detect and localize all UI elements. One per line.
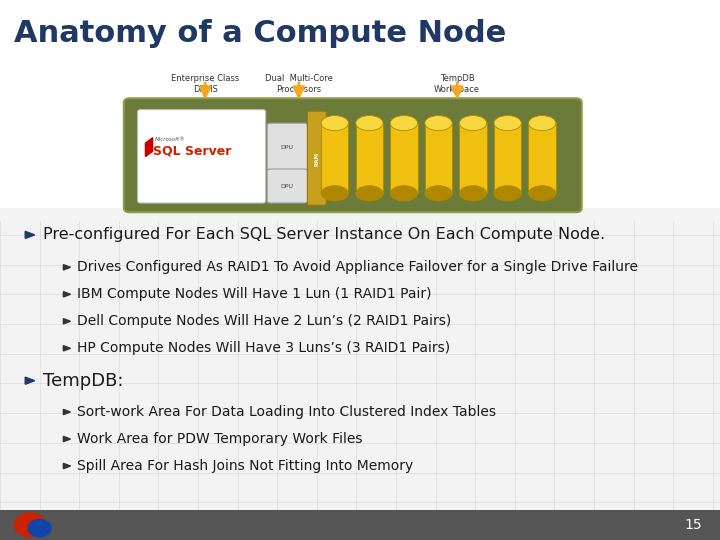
Text: Dell Compute Nodes Will Have 2 Lun’s (2 RAID1 Pairs): Dell Compute Nodes Will Have 2 Lun’s (2 … xyxy=(77,314,451,328)
Circle shape xyxy=(28,519,51,537)
Ellipse shape xyxy=(321,116,348,131)
Circle shape xyxy=(14,513,46,537)
Ellipse shape xyxy=(390,116,418,131)
Polygon shape xyxy=(63,265,71,270)
Bar xyxy=(0,510,720,540)
FancyBboxPatch shape xyxy=(138,110,266,203)
Bar xyxy=(390,123,418,193)
Text: Dual  Multi-Core
Processors: Dual Multi-Core Processors xyxy=(265,75,333,94)
Bar xyxy=(356,123,383,193)
Text: HP Compute Nodes Will Have 3 Luns’s (3 RAID1 Pairs): HP Compute Nodes Will Have 3 Luns’s (3 R… xyxy=(77,341,450,355)
Ellipse shape xyxy=(459,116,487,131)
Text: TempDB:: TempDB: xyxy=(43,372,124,390)
Bar xyxy=(425,123,452,193)
Text: DPU: DPU xyxy=(281,184,294,189)
Bar xyxy=(528,123,556,193)
Bar xyxy=(494,123,521,193)
Ellipse shape xyxy=(356,186,383,201)
Text: DPU: DPU xyxy=(281,145,294,151)
Bar xyxy=(0,208,720,510)
Text: 15: 15 xyxy=(685,518,702,532)
Ellipse shape xyxy=(528,186,556,201)
Polygon shape xyxy=(63,292,71,297)
Text: Spill Area For Hash Joins Not Fitting Into Memory: Spill Area For Hash Joins Not Fitting In… xyxy=(77,459,413,473)
Ellipse shape xyxy=(356,116,383,131)
Polygon shape xyxy=(63,409,71,415)
FancyBboxPatch shape xyxy=(267,123,307,171)
Ellipse shape xyxy=(425,116,452,131)
Bar xyxy=(459,123,487,193)
Text: Enterprise Class
DBMS: Enterprise Class DBMS xyxy=(171,75,239,94)
Polygon shape xyxy=(25,377,35,384)
Polygon shape xyxy=(63,319,71,324)
Text: TempDB
Workspace: TempDB Workspace xyxy=(434,75,480,94)
FancyBboxPatch shape xyxy=(307,111,326,205)
Ellipse shape xyxy=(321,186,348,201)
Polygon shape xyxy=(63,436,71,442)
Polygon shape xyxy=(63,463,71,469)
Ellipse shape xyxy=(494,186,521,201)
Text: IBM Compute Nodes Will Have 1 Lun (1 RAID1 Pair): IBM Compute Nodes Will Have 1 Lun (1 RAI… xyxy=(77,287,431,301)
Text: Anatomy of a Compute Node: Anatomy of a Compute Node xyxy=(14,19,507,48)
Text: Sort-work Area For Data Loading Into Clustered Index Tables: Sort-work Area For Data Loading Into Clu… xyxy=(77,405,496,419)
Text: RAM: RAM xyxy=(315,152,319,166)
Text: Work Area for PDW Temporary Work Files: Work Area for PDW Temporary Work Files xyxy=(77,432,363,446)
Text: Pre-configured For Each SQL Server Instance On Each Compute Node.: Pre-configured For Each SQL Server Insta… xyxy=(43,227,606,242)
FancyBboxPatch shape xyxy=(267,169,307,203)
Ellipse shape xyxy=(390,186,418,201)
Ellipse shape xyxy=(494,116,521,131)
Ellipse shape xyxy=(528,116,556,131)
Text: SQL Server: SQL Server xyxy=(153,145,232,158)
Polygon shape xyxy=(63,346,71,351)
Polygon shape xyxy=(25,231,35,239)
Bar xyxy=(321,123,348,193)
Ellipse shape xyxy=(459,186,487,201)
Ellipse shape xyxy=(425,186,452,201)
FancyBboxPatch shape xyxy=(124,98,582,212)
Text: Drives Configured As RAID1 To Avoid Appliance Failover for a Single Drive Failur: Drives Configured As RAID1 To Avoid Appl… xyxy=(77,260,638,274)
Text: Microsoft®: Microsoft® xyxy=(155,137,186,142)
Polygon shape xyxy=(145,138,153,157)
